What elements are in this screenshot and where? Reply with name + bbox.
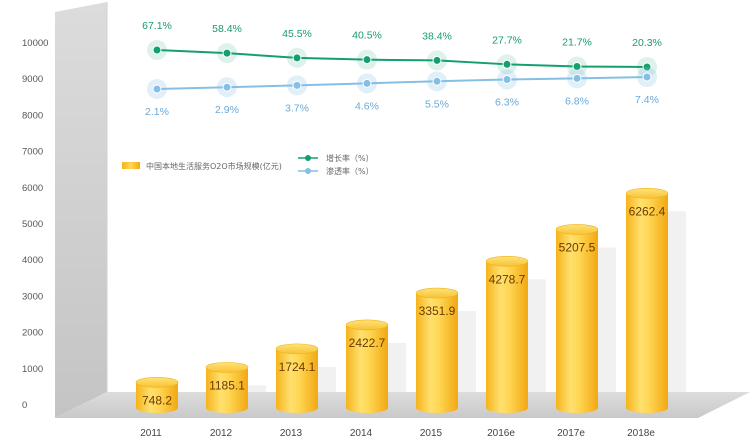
bar	[486, 261, 528, 413]
bar-value-label: 3351.9	[419, 304, 456, 318]
bar	[206, 367, 248, 413]
bar-value-label: 2422.7	[349, 336, 386, 350]
line-value-label: 2.9%	[215, 104, 239, 116]
x-tick-label: 2014	[350, 428, 373, 439]
line-path	[156, 76, 648, 90]
line-value-label: 6.3%	[495, 96, 519, 108]
x-tick-label: 2018e	[627, 428, 655, 439]
bar	[556, 229, 598, 413]
bar-cap	[415, 287, 459, 299]
line-point	[362, 55, 372, 65]
x-tick-label: 2017e	[557, 428, 585, 439]
line-point	[222, 48, 232, 58]
legend-marker-growth	[305, 155, 311, 161]
legend-marker-penetration	[305, 168, 311, 174]
y-tick-label: 1000	[22, 364, 43, 375]
line-value-label: 38.4%	[422, 30, 452, 42]
line-point	[642, 72, 652, 82]
bar	[346, 324, 388, 413]
line-point	[222, 82, 232, 92]
y-tick-label: 5000	[22, 219, 43, 230]
bar-cap	[275, 343, 319, 355]
line-value-label: 67.1%	[142, 20, 172, 32]
line-value-label: 5.5%	[425, 98, 449, 110]
line-value-label: 2.1%	[145, 106, 169, 118]
line-point	[152, 84, 162, 94]
line-value-label: 45.5%	[282, 28, 312, 40]
line-point	[292, 53, 302, 63]
bar-value-label: 748.2	[142, 393, 172, 407]
bar-value-label: 6262.4	[629, 204, 666, 218]
bar-cap	[625, 187, 669, 199]
line-point	[432, 76, 442, 86]
y-tick-label: 3000	[22, 291, 43, 302]
y-tick-label: 9000	[22, 74, 43, 85]
legend-label-penetration: 渗透率（%）	[326, 166, 374, 176]
line-point	[502, 59, 512, 69]
x-tick-label: 2015	[420, 428, 443, 439]
line-value-label: 27.7%	[492, 34, 522, 46]
left-wall	[55, 2, 107, 418]
y-tick-label: 8000	[22, 110, 43, 121]
bar-cap	[205, 362, 249, 373]
line-value-label: 40.5%	[352, 30, 382, 42]
x-tick-label: 2012	[210, 428, 233, 439]
line-point	[152, 45, 162, 55]
y-tick-label: 4000	[22, 255, 43, 266]
line-point	[502, 74, 512, 84]
y-tick-label: 7000	[22, 147, 43, 158]
line-value-label: 58.4%	[212, 23, 242, 35]
y-tick-label: 6000	[22, 183, 43, 194]
bar-series: 748.2 1185.1 1724.1 2422.7 3351.9 4278.7 5207.…	[135, 187, 669, 413]
bar-value-label: 5207.5	[559, 240, 596, 254]
x-tick-label: 2011	[140, 428, 162, 439]
bar	[626, 193, 668, 413]
line-point	[572, 73, 582, 83]
line-value-label: 6.8%	[565, 95, 589, 107]
line-path	[156, 49, 648, 68]
line-series: 67.1% 58.4% 45.5% 40.5% 38.4% 27.7% 21.7% 20.3%…	[142, 20, 662, 118]
y-tick-label: 10000	[22, 38, 48, 49]
line-value-label: 21.7%	[562, 36, 592, 48]
line-value-label: 3.7%	[285, 102, 309, 114]
legend: 中国本地生活服务O2O市场规模(亿元) 增长率（%） 渗透率（%）	[122, 153, 374, 176]
line-value-label: 4.6%	[355, 100, 379, 112]
line-value-label: 7.4%	[635, 94, 659, 106]
line-point	[572, 61, 582, 71]
bar-value-label: 4278.7	[489, 272, 526, 286]
line-point	[642, 62, 652, 72]
line-point	[432, 55, 442, 65]
legend-label-market-size: 中国本地生活服务O2O市场规模(亿元)	[146, 161, 282, 171]
bar-cap	[555, 224, 599, 235]
bar-cap	[135, 377, 179, 388]
legend-swatch-market-size	[122, 162, 140, 169]
bar	[416, 293, 458, 413]
bar-cap	[485, 255, 529, 267]
legend-label-growth: 增长率（%）	[326, 153, 374, 163]
y-tick-label: 0	[22, 400, 27, 411]
bar-value-label: 1185.1	[209, 378, 245, 392]
line-point	[292, 80, 302, 90]
x-axis: 2011 2012 2013 2014 2015 2016e 2017e 2018e	[140, 428, 655, 439]
x-tick-label: 2016e	[487, 428, 515, 439]
line-value-label: 20.3%	[632, 37, 662, 49]
y-axis: 0 1000 2000 3000 4000 5000 6000 7000 8000 9000 100…	[22, 38, 48, 411]
bar-value-label: 1724.1	[279, 360, 316, 374]
bar	[136, 382, 178, 413]
line-point	[362, 78, 372, 88]
bar	[276, 348, 318, 413]
y-tick-label: 2000	[22, 328, 43, 339]
bar-cap	[345, 319, 389, 331]
x-tick-label: 2013	[280, 428, 303, 439]
